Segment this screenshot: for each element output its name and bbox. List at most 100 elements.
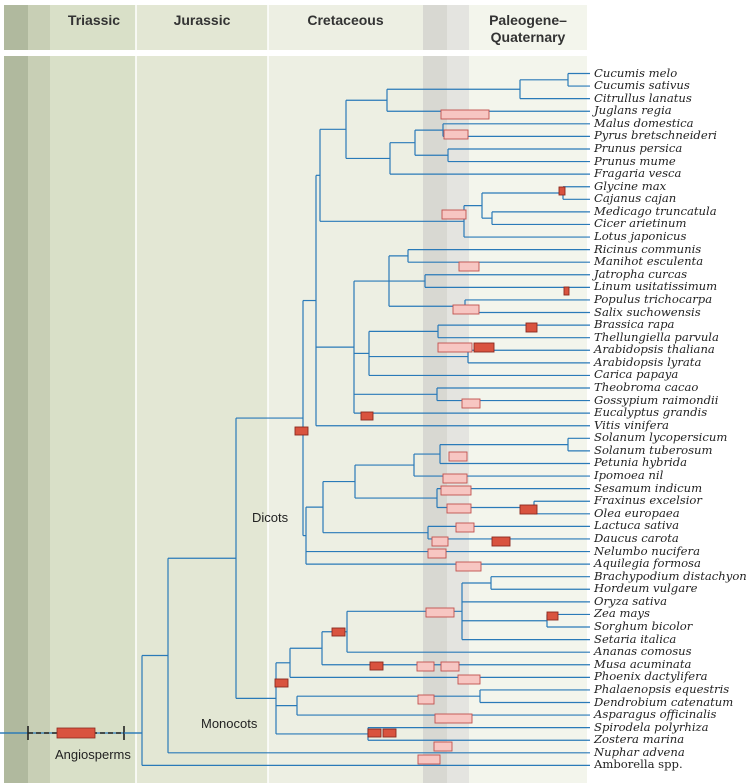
- species-label: Nuphar advena: [594, 744, 685, 759]
- wgd-event-box: [425, 607, 455, 618]
- wgd-event-box: [440, 109, 490, 120]
- jurassic-band: [136, 5, 268, 783]
- species-label: Lotus japonicus: [594, 229, 687, 244]
- header-divider: [0, 50, 600, 56]
- species-label: Manihot esculenta: [594, 254, 704, 269]
- species-label: Arabidopsis thaliana: [594, 342, 715, 357]
- triassic-band: [50, 5, 136, 783]
- species-label: Daucus carota: [594, 530, 679, 545]
- wgd-event-box: [491, 536, 511, 547]
- clade-label-dicots: Dicots: [252, 510, 289, 525]
- species-label: Cucumis sativus: [594, 78, 690, 93]
- species-label: Musa acuminata: [594, 656, 692, 671]
- species-label: Prunus persica: [594, 140, 683, 155]
- wgd-event-box: [433, 741, 453, 752]
- species-label: Spirodela polyrhiza: [594, 719, 709, 734]
- cenozoic-band: [469, 5, 587, 783]
- species-label: Cajanus cajan: [594, 191, 677, 206]
- duplication-boxes: [274, 109, 570, 765]
- wgd-event-box: [452, 304, 480, 315]
- species-label: Fragaria vesca: [594, 166, 682, 181]
- species-label: Eucalyptus grandis: [594, 405, 708, 420]
- angiosperm-age-bar: [0, 726, 142, 740]
- wgd-event-box: [369, 661, 384, 671]
- species-label: Ipomoea nil: [594, 468, 664, 483]
- wgd-event-box: [448, 451, 468, 462]
- species-label: Phoenix dactylifera: [594, 669, 708, 684]
- permian-band: [4, 5, 28, 783]
- wgd-event-box: [546, 611, 559, 621]
- species-label: Brassica rapa: [594, 317, 675, 332]
- species-label: Fraxinus excelsior: [594, 493, 702, 508]
- period-cretaceous: Cretaceous: [307, 12, 384, 28]
- period-paleogene-quaternary: Paleogene– Quaternary: [489, 12, 567, 45]
- species-label: Sorghum bicolor: [594, 619, 693, 634]
- species-label: Sesamum indicum: [594, 480, 703, 495]
- wgd-event-box: [519, 504, 538, 515]
- wgd-event-box: [443, 129, 469, 140]
- permian-band-late: [28, 5, 50, 783]
- period-triassic: Triassic: [67, 12, 121, 28]
- wgd-event-box: [427, 548, 447, 559]
- species-label: Glycine max: [594, 178, 667, 193]
- species-label: Oryza sativa: [594, 593, 667, 608]
- species-label: Amborella spp.: [594, 757, 683, 772]
- species-label: Aquilegia formosa: [594, 556, 701, 571]
- wgd-event-box: [461, 398, 481, 409]
- species-label: Thellungiella parvula: [594, 329, 719, 344]
- wgd-event-box: [440, 661, 460, 672]
- wgd-event-box: [458, 261, 480, 272]
- species-label: Citrullus lanatus: [594, 90, 692, 105]
- clade-label-monocots: Monocots: [201, 716, 258, 731]
- species-label: Juglans regia: [594, 103, 672, 118]
- species-label: Malus domestica: [594, 115, 694, 130]
- clade-label-angiosperms: Angiosperms: [55, 747, 131, 762]
- species-label: Solanum lycopersicum: [594, 430, 728, 445]
- wgd-event-box: [441, 209, 467, 220]
- species-label: Petunia hybrida: [594, 455, 688, 470]
- wgd-event-box: [440, 485, 472, 496]
- wgd-event-box: [563, 286, 570, 296]
- wgd-event-box: [294, 426, 309, 436]
- period-jurassic: Jurassic: [173, 12, 231, 28]
- kpg-band-light: [447, 5, 469, 783]
- species-label: Arabidopsis lyrata: [594, 354, 702, 369]
- wgd-event-box: [442, 473, 468, 484]
- species-label: Populus trichocarpa: [594, 291, 713, 306]
- species-label: Ricinus communis: [594, 241, 702, 256]
- wgd-event-box: [367, 728, 382, 738]
- species-label: Medicago truncatula: [594, 203, 717, 218]
- species-label: Ananas comosus: [594, 644, 692, 659]
- wgd-event-box: [360, 411, 374, 421]
- wgd-event-box: [331, 627, 346, 637]
- species-label: Zea mays: [594, 606, 650, 621]
- species-label: Brachypodium distachyon: [594, 568, 747, 583]
- species-label: Zostera marina: [594, 732, 685, 747]
- species-label: Olea europaea: [594, 505, 680, 520]
- wgd-event-box: [455, 561, 482, 572]
- wgd-event-box: [558, 186, 566, 196]
- species-label: Gossypium raimondii: [594, 392, 719, 407]
- species-label: Lactuca sativa: [594, 518, 680, 533]
- species-label: Solanum tuberosum: [594, 442, 713, 457]
- wgd-event-box: [382, 728, 397, 738]
- wgd-event-box: [417, 694, 435, 705]
- wgd-event-box: [417, 754, 441, 765]
- species-label: Jatropha curcas: [594, 266, 688, 281]
- species-label: Hordeum vulgare: [594, 581, 698, 596]
- wgd-event-box: [446, 503, 472, 514]
- wgd-event-box: [416, 661, 435, 672]
- species-label: Linum usitatissimum: [594, 279, 718, 294]
- species-label: Setaria italica: [594, 631, 677, 646]
- wgd-event-box: [437, 342, 473, 353]
- wgd-event-box: [274, 678, 289, 688]
- wgd-event-box: [431, 536, 449, 547]
- species-label: Vitis vinifera: [594, 417, 669, 432]
- species-label: Dendrobium catenatum: [594, 694, 734, 709]
- species-label: Asparagus officinalis: [594, 707, 717, 722]
- species-label: Carica papaya: [594, 367, 679, 382]
- species-label: Nelumbo nucifera: [594, 543, 701, 558]
